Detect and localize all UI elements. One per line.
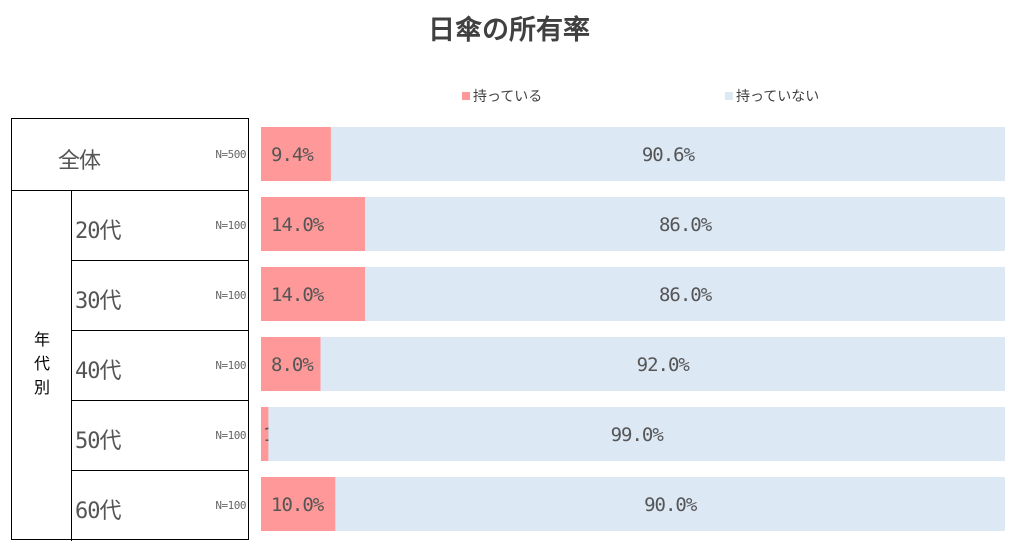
bar-owned-20s [261,197,366,251]
legend-item-not-owned: 持っていない [725,86,819,106]
row-label-60s: 60代 [75,499,121,524]
bar-not-owned-overall [330,127,1005,181]
bar-label-not-owned-20s: 86.0% [659,214,713,236]
bar-owned-50s [261,407,269,461]
age-group-column: 年代別 [12,190,72,541]
age-group-label: 年代別 [12,328,72,400]
bar-label-not-owned-50s: 99.0% [611,424,665,446]
row-label-30s: 30代 [75,289,121,314]
age-group-label-char: 代 [33,354,50,373]
legend-label-not-owned: 持っていない [736,89,820,105]
chart-title: 日傘の所有率 [428,15,590,46]
bar-label-owned-20s: 14.0% [271,214,325,236]
bar-owned-30s [261,267,366,321]
bar-label-not-owned-overall: 90.6% [642,144,696,166]
bar-label-owned-30s: 14.0% [271,284,325,306]
bar-label-owned-40s: 8.0% [271,354,314,376]
row-label-overall: 全体 [58,149,101,174]
bar-label-owned-overall: 9.4% [271,144,314,166]
n-label-60s: N=100 [215,499,246,512]
bar-not-owned-50s [268,407,1005,461]
age-group-label-char: 年 [33,330,50,349]
bar-label-not-owned-30s: 86.0% [659,284,713,306]
category-table: 全体 N=500 年代別 20代 N=100 30代 N=100 40代 N=1… [11,118,249,541]
row-label-20s: 20代 [75,219,121,244]
bar-owned-overall [261,127,331,181]
n-label-40s: N=100 [215,359,246,372]
n-label-20s: N=100 [215,219,246,232]
n-label-50s: N=100 [215,429,246,442]
bar-not-owned-60s [335,477,1005,531]
row-label-40s: 40代 [75,359,121,384]
bar-not-owned-30s [365,267,1005,321]
n-label-30s: N=100 [215,289,246,302]
row-label-50s: 50代 [75,429,121,454]
bar-label-not-owned-60s: 90.0% [644,494,698,516]
bar-not-owned-20s [365,197,1005,251]
bar-label-owned-60s: 10.0% [271,494,325,516]
bar-owned-40s [261,337,321,391]
legend-swatch-not-owned [725,92,733,100]
legend-swatch-owned [462,92,470,100]
bar-owned-60s [261,477,336,531]
age-group-label-char: 別 [33,378,50,397]
n-label-overall: N=500 [215,148,246,161]
legend-label-owned: 持っている [473,89,543,105]
legend-item-owned: 持っている [462,86,542,106]
bar-label-not-owned-40s: 92.0% [637,354,691,376]
bar-not-owned-40s [320,337,1005,391]
